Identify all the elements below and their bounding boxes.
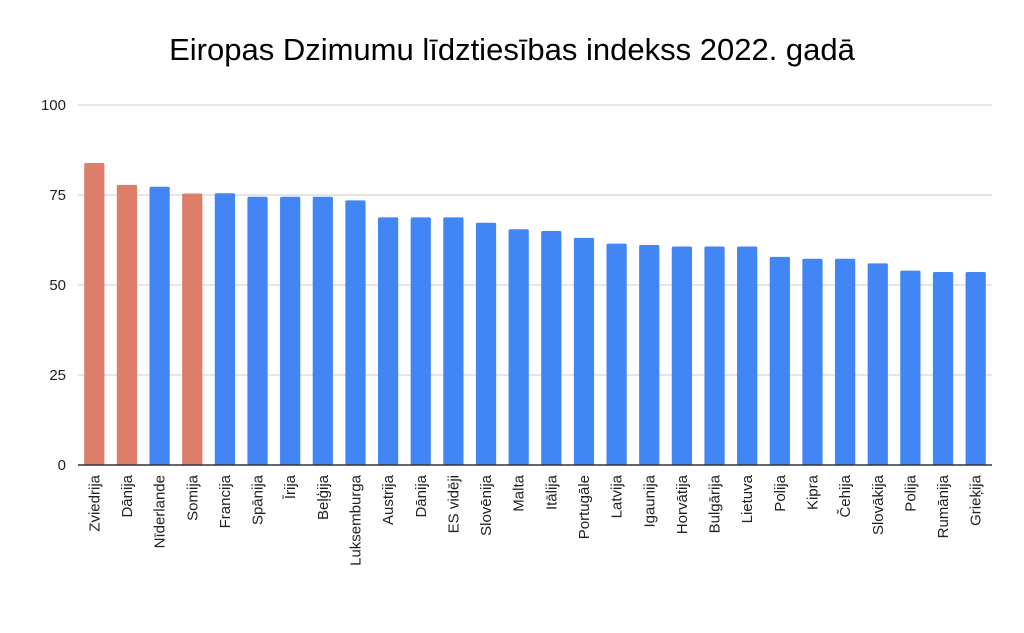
y-tick-label: 75 [49,187,66,204]
bar [84,162,105,465]
x-tick-label: Polija [772,474,789,511]
bar [704,246,725,465]
bar [377,217,399,465]
x-tick-label: Nīderlande [152,475,169,548]
bar [802,258,823,465]
x-tick-label: Bulgārija [707,474,724,533]
bar [475,222,497,465]
bar [541,231,562,465]
x-tick-label: Luksemburga [347,474,364,566]
bar [312,196,333,466]
bar [345,200,366,465]
x-tick-label: Austrija [380,474,397,525]
chart-title: Eiropas Dzimumu līdztiesības indekss 202… [169,32,855,67]
y-tick-label: 50 [49,277,66,294]
bar [410,217,431,465]
x-tick-label: Kipra [804,474,821,510]
x-tick-label: Latvija [609,474,626,518]
x-tick-label: Francija [217,474,234,528]
bar [834,258,856,465]
bar [182,193,203,465]
bar [573,237,595,465]
x-tick-label: ES vidēji [445,475,462,533]
bar [769,256,790,465]
x-tick-label: Čehija [837,474,854,517]
y-tick-label: 25 [49,367,66,384]
bar [606,243,627,465]
bar [737,246,758,465]
x-tick-label: Portugāle [576,475,593,539]
x-tick-label: Zviedrija [86,474,103,531]
x-tick-label: Spānija [250,474,267,525]
bar [214,193,236,465]
x-tick-label: Dānija [119,474,136,517]
bar [900,270,921,465]
x-tick-label: Slovēnija [478,474,495,536]
bar [671,246,693,465]
x-tick-label: Somija [184,474,201,521]
x-tick-label: Dānija [413,474,430,517]
bar [867,263,888,465]
bar [508,229,529,465]
x-tick-label: Slovākija [870,474,887,535]
x-tick-label: Polija [902,474,919,511]
bar [639,245,660,465]
bar [116,184,138,466]
bar [965,272,986,465]
x-tick-label: Igaunija [641,474,658,527]
y-tick-label: 100 [41,97,66,114]
x-tick-label: Īrija [282,474,299,499]
x-tick-label: Horvātija [674,474,691,534]
bar [247,196,268,466]
bar [280,196,301,466]
x-tick-label: Lietuva [739,474,756,523]
y-tick-label: 0 [58,457,66,474]
bar [932,272,954,465]
x-tick-label: Malta [511,474,528,511]
bar [149,186,170,465]
bar [443,217,464,465]
x-tick-label: Grieķija [968,474,985,526]
x-tick-label: Beļģija [315,474,332,520]
x-tick-label: Itālija [543,474,560,510]
x-tick-label: Rumānija [935,474,952,538]
